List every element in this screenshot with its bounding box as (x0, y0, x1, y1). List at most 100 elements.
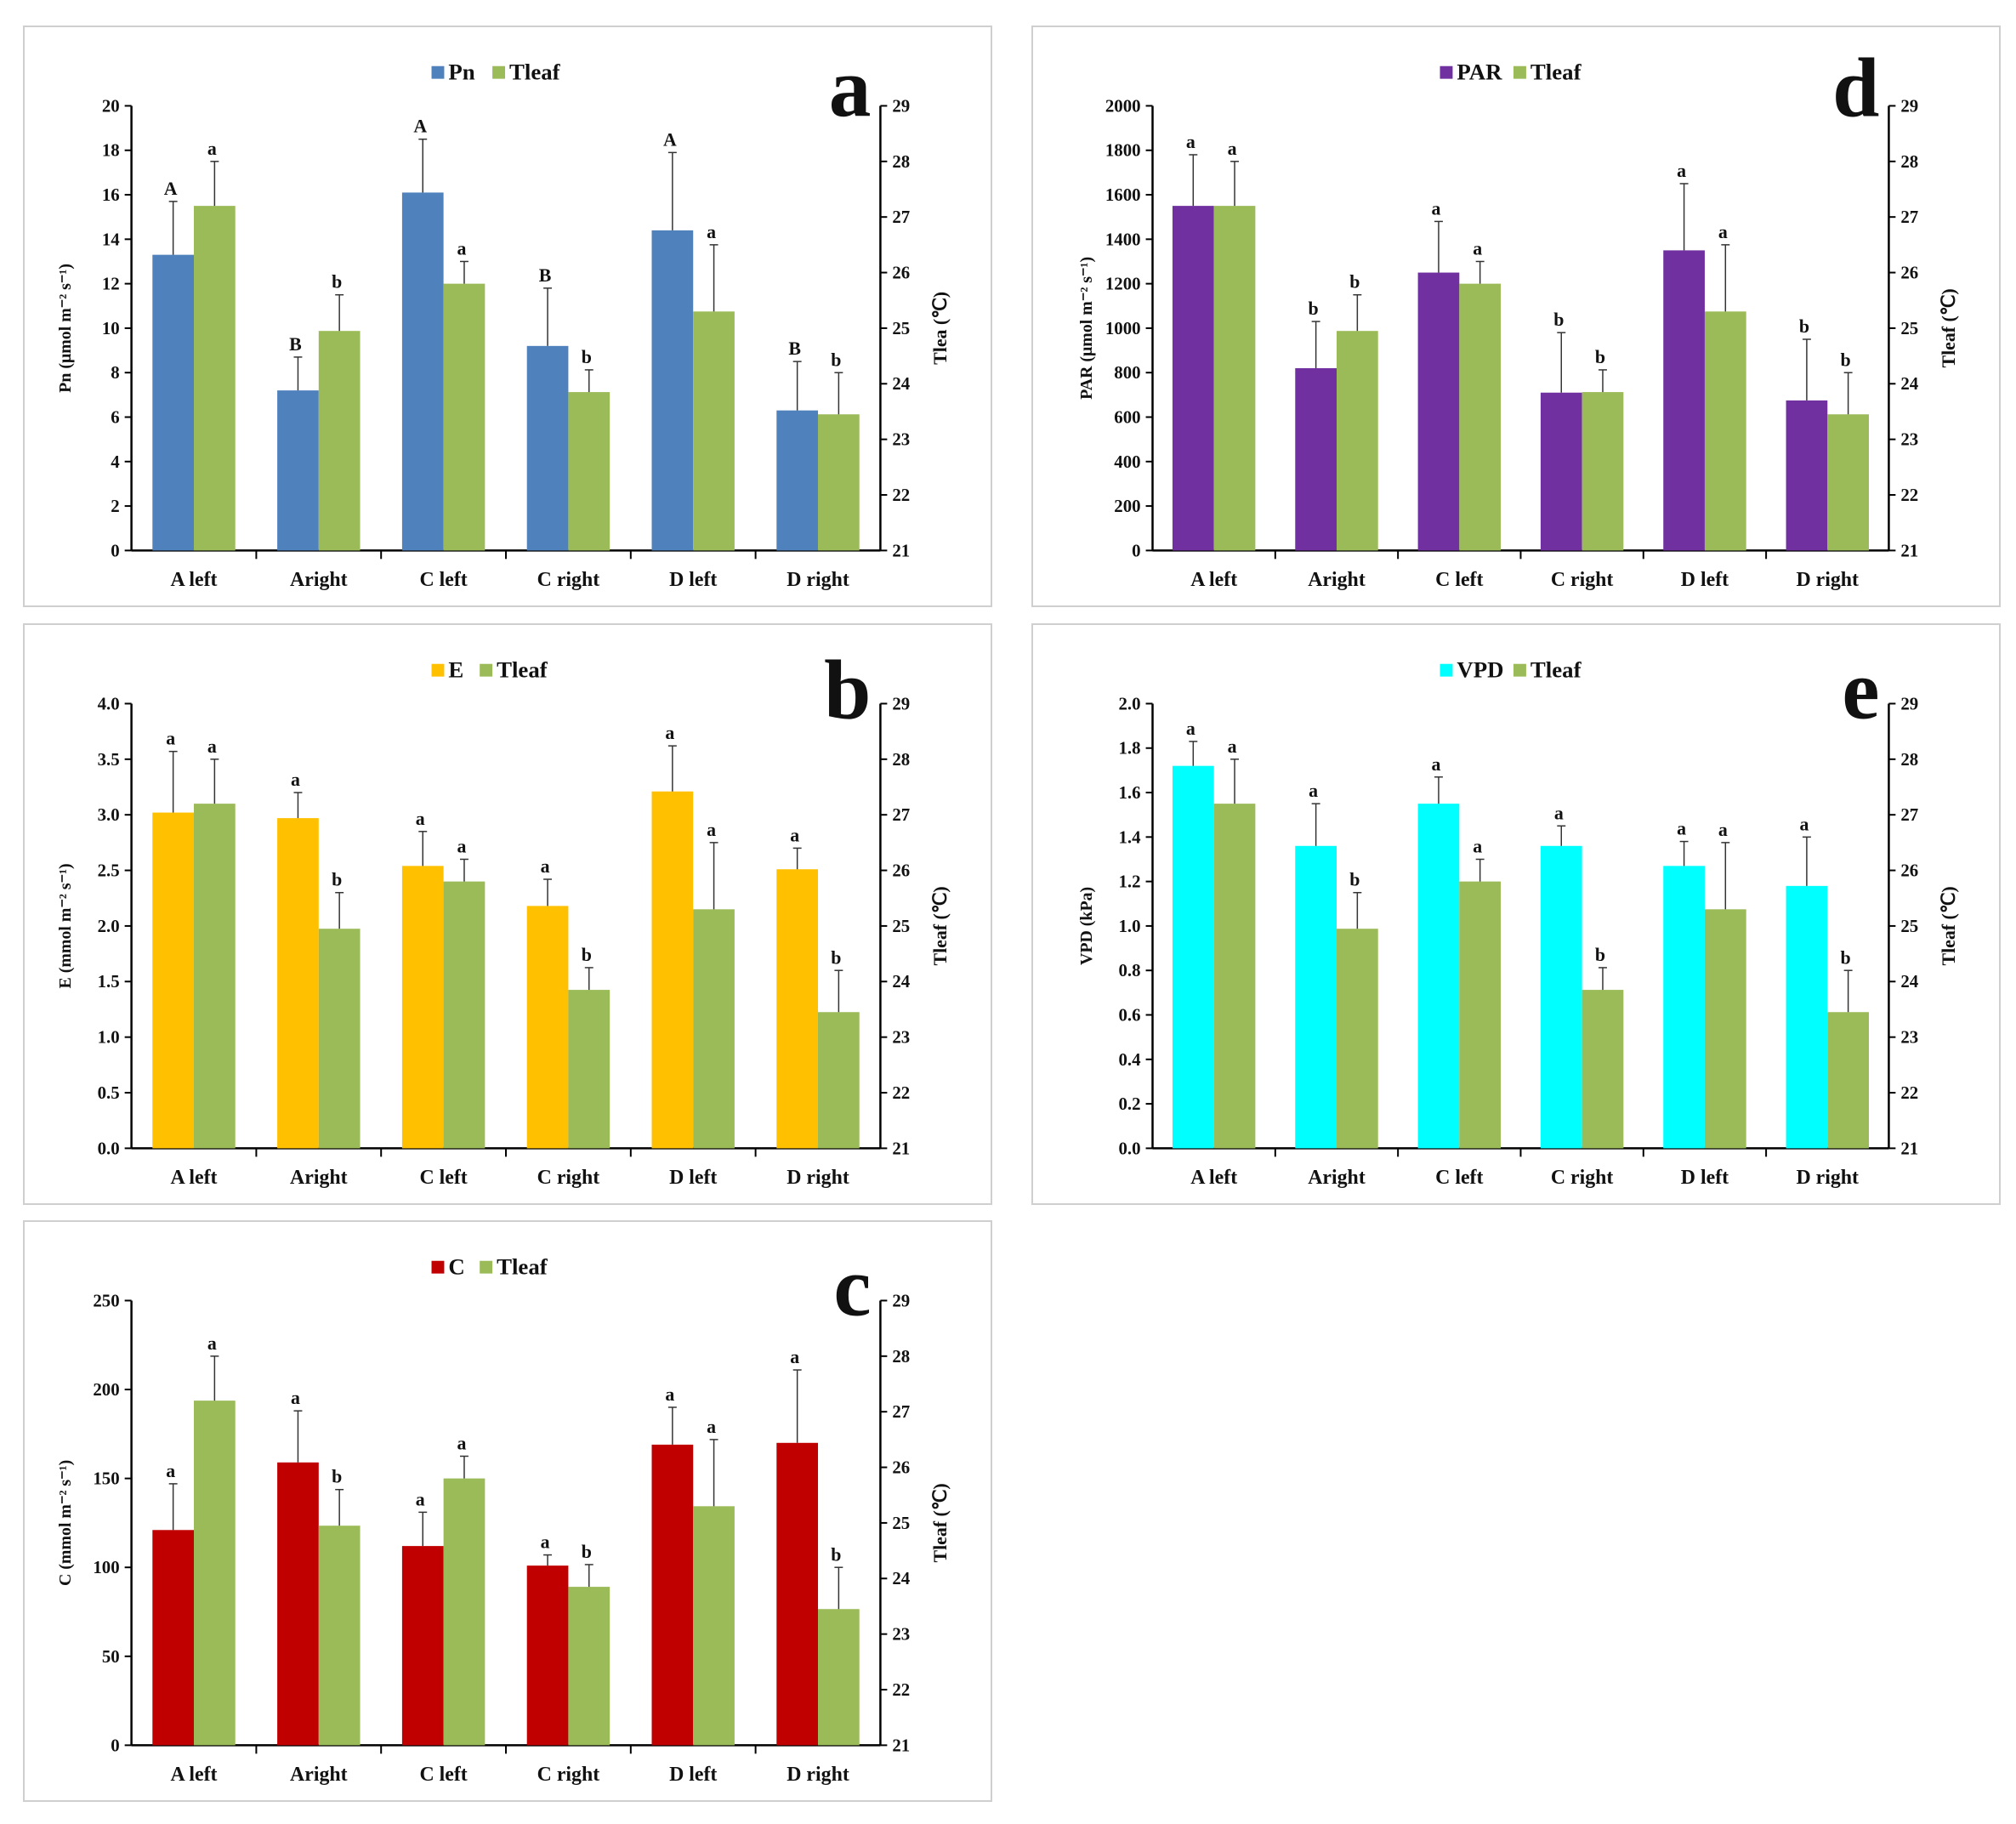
y-tick-label: 1000 (1105, 318, 1141, 338)
bar-Tleaf (1336, 331, 1378, 551)
y2-tick-label: 29 (892, 693, 910, 713)
x-tick-label: C left (419, 1167, 467, 1189)
bar-Tleaf (693, 311, 735, 551)
bar-Tleaf (194, 1401, 236, 1746)
legend-label-VPD: VPD (1457, 657, 1503, 683)
y2-tick-label: 24 (892, 373, 910, 394)
significance-letter: a (707, 222, 716, 242)
y2-tick-label: 21 (892, 1138, 910, 1158)
y-tick-label: 14 (102, 229, 120, 249)
bar-Tleaf (1582, 392, 1624, 551)
x-tick-label: C right (537, 1167, 600, 1189)
significance-letter: a (291, 770, 300, 790)
y-tick-label: 2.0 (1119, 693, 1141, 713)
y-tick-label: 1.8 (1119, 738, 1141, 759)
chart-d: 0 200 400 600 800 1000 1200 1400 1600 1800 2000 21 2… (1077, 40, 1959, 591)
legend-swatch-VPD (1440, 663, 1453, 677)
y-axis-label: VPD (kPa) (1077, 887, 1096, 965)
y2-tick-label: 21 (892, 540, 910, 560)
x-tick-label: C left (1435, 1167, 1483, 1189)
x-tick-label: Aright (1308, 569, 1366, 591)
significance-letter: a (1677, 819, 1686, 839)
legend-label-Tleaf: Tleaf (1530, 657, 1582, 683)
significance-letter: a (1554, 803, 1564, 823)
chart-e: 0.0 0.2 0.4 0.6 0.8 1.0 1.2 1.4 1.6 1.8 2.0 21 22 23 2… (1077, 642, 1959, 1189)
y-tick-label: 2.5 (98, 861, 120, 881)
bar-Pn (651, 230, 694, 551)
y-tick-label: 16 (102, 185, 120, 205)
significance-letter: a (1186, 132, 1195, 152)
bar-Tleaf (1827, 414, 1869, 551)
x-tick-label: Aright (290, 1167, 348, 1189)
significance-letter: a (416, 809, 425, 829)
y-tick-label: 18 (102, 140, 120, 161)
y-tick-label: 0.5 (98, 1082, 120, 1103)
legend-label-Pn: Pn (448, 60, 474, 85)
bar-Tleaf (818, 1012, 860, 1149)
y2-tick-label: 28 (892, 1346, 910, 1367)
y-tick-label: 0 (111, 1735, 119, 1755)
bar-E (401, 866, 444, 1149)
bar-E (776, 869, 819, 1149)
y-tick-label: 2 (111, 496, 119, 516)
bar-Tleaf (818, 414, 860, 551)
legend-swatch-Tleaf (480, 1260, 493, 1274)
y2-tick-label: 26 (892, 263, 910, 283)
significance-letter: a (1718, 222, 1728, 242)
bar-Tleaf (568, 1587, 610, 1746)
y2-tick-label: 25 (892, 318, 910, 338)
significance-letter: a (707, 820, 716, 840)
significance-letter: b (332, 272, 342, 293)
y2-axis-label: Tleaf (℃) (930, 1483, 951, 1562)
y2-tick-label: 22 (1900, 485, 1918, 505)
significance-letter: a (457, 1434, 467, 1454)
y-tick-label: 4.0 (98, 693, 120, 713)
bar-Tleaf (568, 990, 610, 1149)
bar-E (651, 791, 694, 1149)
bar-Tleaf (568, 392, 610, 551)
chart-panel-c: 0 50 100 150 200 250 21 22 23 24 25 26 27 28 29 C (mmol… (23, 1220, 992, 1802)
panel-label: c (833, 1239, 871, 1333)
y-tick-label: 1600 (1105, 185, 1141, 205)
y-tick-label: 0.0 (1119, 1138, 1141, 1158)
bar-C (152, 1530, 195, 1746)
significance-letter: b (332, 1467, 342, 1487)
bar-C (651, 1444, 694, 1746)
x-tick-label: D right (787, 1764, 849, 1786)
significance-letter: b (582, 347, 592, 367)
bar-Tleaf (693, 1506, 735, 1746)
bar-VPD (1295, 845, 1337, 1149)
bar-PAR (1172, 206, 1214, 551)
y-tick-label: 4 (111, 452, 120, 472)
y2-tick-label: 22 (892, 1082, 910, 1103)
y-tick-label: 1800 (1105, 140, 1141, 161)
significance-letter: a (1473, 837, 1482, 857)
y2-tick-label: 23 (1900, 429, 1918, 450)
bar-VPD (1172, 765, 1214, 1149)
x-tick-label: D left (669, 1764, 717, 1786)
significance-letter: a (207, 1333, 217, 1354)
y-tick-label: 3.5 (98, 749, 120, 770)
y-tick-label: 1.6 (1119, 782, 1141, 803)
significance-letter: A (164, 179, 178, 199)
y2-tick-label: 22 (1900, 1082, 1918, 1103)
y-tick-label: 1.5 (98, 971, 120, 992)
x-tick-label: A left (1190, 569, 1237, 591)
significance-letter: b (1349, 870, 1360, 890)
y2-tick-label: 23 (892, 1027, 910, 1048)
y-tick-label: 1.0 (98, 1027, 120, 1048)
y2-axis-label: Tleaf (℃) (930, 886, 951, 965)
y2-tick-label: 24 (892, 971, 910, 992)
y-tick-label: 1.2 (1119, 872, 1141, 892)
y2-tick-label: 26 (892, 861, 910, 881)
significance-letter: a (541, 856, 550, 877)
x-tick-label: C left (419, 569, 467, 591)
x-tick-label: Aright (290, 569, 348, 591)
y2-tick-label: 22 (892, 1679, 910, 1700)
x-tick-label: D left (669, 1167, 717, 1189)
significance-letter: a (1799, 814, 1809, 834)
y2-tick-label: 24 (1900, 373, 1918, 394)
y-tick-label: 50 (102, 1646, 120, 1667)
x-tick-label: C left (1435, 569, 1483, 591)
